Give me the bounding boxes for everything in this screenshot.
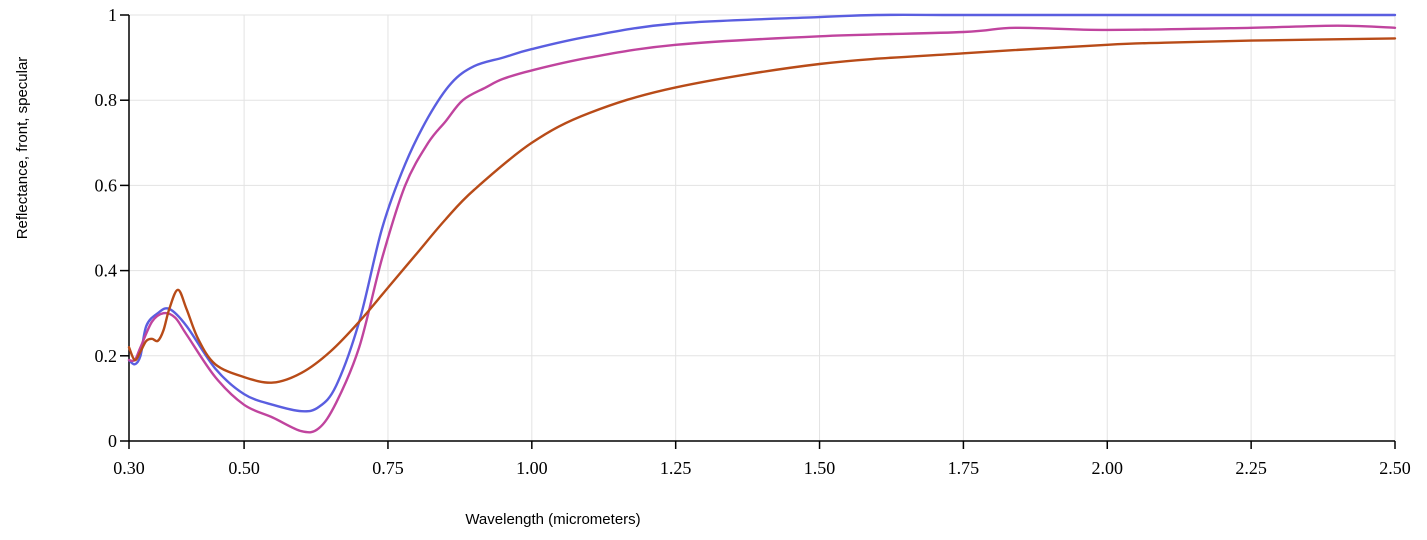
series-layer (127, 13, 1397, 434)
y-tick-layer: 0 0.2 0.4 0.6 0.8 1 (95, 5, 129, 451)
x-tick-label-1: 0.50 (228, 458, 260, 478)
x-tick-label-2: 0.75 (372, 458, 404, 478)
y-tick-label-4: 0.8 (95, 90, 118, 110)
axes-layer (128, 15, 1395, 442)
x-tick-label-8: 2.25 (1235, 458, 1267, 478)
x-tick-layer: 0.30 0.50 0.75 1.00 1.25 1.50 1.75 2.00 2.25 2.50 (113, 441, 1411, 478)
series-line-1 (127, 24, 1397, 434)
x-tick-label-0: 0.30 (113, 458, 145, 478)
y-tick-label-3: 0.6 (95, 175, 118, 195)
x-tick-label-9: 2.50 (1379, 458, 1411, 478)
x-axis-title: Wavelength (micrometers) (465, 511, 640, 528)
x-tick-label-3: 1.00 (516, 458, 548, 478)
y-axis-title: Reflectance, front, specular (14, 57, 31, 240)
y-tick-label-5: 1 (108, 5, 117, 25)
x-tick-label-7: 2.00 (1092, 458, 1124, 478)
y-tick-label-0: 0 (108, 431, 117, 451)
y-tick-label-2: 0.4 (95, 261, 118, 281)
x-tick-label-6: 1.75 (948, 458, 980, 478)
x-tick-label-4: 1.25 (660, 458, 692, 478)
x-tick-label-5: 1.50 (804, 458, 836, 478)
y-tick-label-1: 0.2 (95, 346, 118, 366)
series-line-0 (127, 13, 1397, 413)
series-line-2 (127, 37, 1397, 384)
grid-layer (128, 14, 1396, 442)
